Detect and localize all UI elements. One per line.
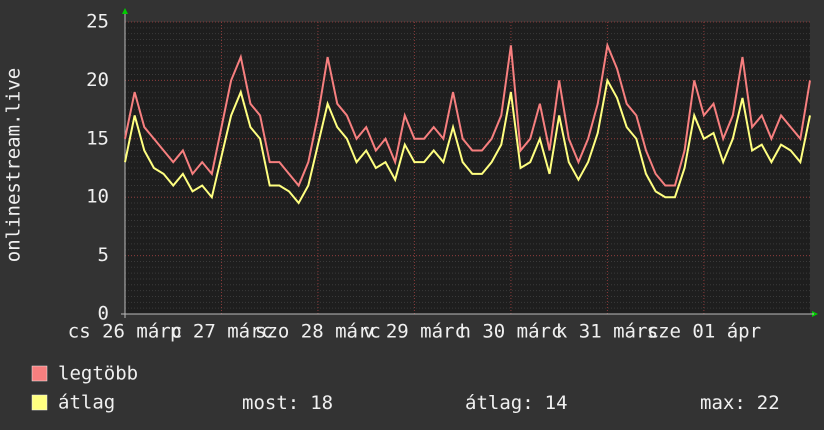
- x-tick-label: k 31 márc: [556, 321, 659, 343]
- y-tick-label: 0: [98, 303, 109, 325]
- legend-label: átlag: [58, 392, 115, 414]
- stat-label: max:: [700, 392, 746, 414]
- x-tick-label: szo 28 márc: [255, 321, 381, 343]
- legend-swatch: [31, 394, 48, 411]
- stat: most: 18: [242, 392, 333, 414]
- y-tick-label: 10: [86, 186, 109, 208]
- y-axis-label: onlinestream.live: [3, 68, 25, 262]
- stat: átlag: 14: [465, 392, 568, 414]
- stat-value: 18: [310, 392, 333, 414]
- y-tick-label: 15: [86, 127, 109, 149]
- x-tick-label: p 27 márc: [170, 321, 273, 343]
- series-line: [124, 77, 811, 205]
- stat-label: átlag:: [465, 392, 534, 414]
- y-tick-label: 25: [86, 11, 109, 33]
- stat-label: most:: [242, 392, 299, 414]
- series-line: [124, 41, 811, 188]
- x-tick-label: sze 01 ápr: [647, 321, 761, 343]
- stat-value: 14: [545, 392, 568, 414]
- x-tick-label: cs 26 márc: [68, 321, 182, 343]
- x-tick-label: h 30 márc: [459, 321, 562, 343]
- axis-arrow: [812, 311, 818, 317]
- y-tick-label: 20: [86, 69, 109, 91]
- legend-label: legtöbb: [58, 363, 138, 385]
- legend-swatch: [31, 365, 48, 382]
- axis-arrow: [122, 8, 128, 14]
- x-tick-label: v 29 márc: [363, 321, 466, 343]
- stat: max: 22: [700, 392, 780, 414]
- stat-value: 22: [757, 392, 780, 414]
- y-tick-label: 5: [98, 244, 109, 266]
